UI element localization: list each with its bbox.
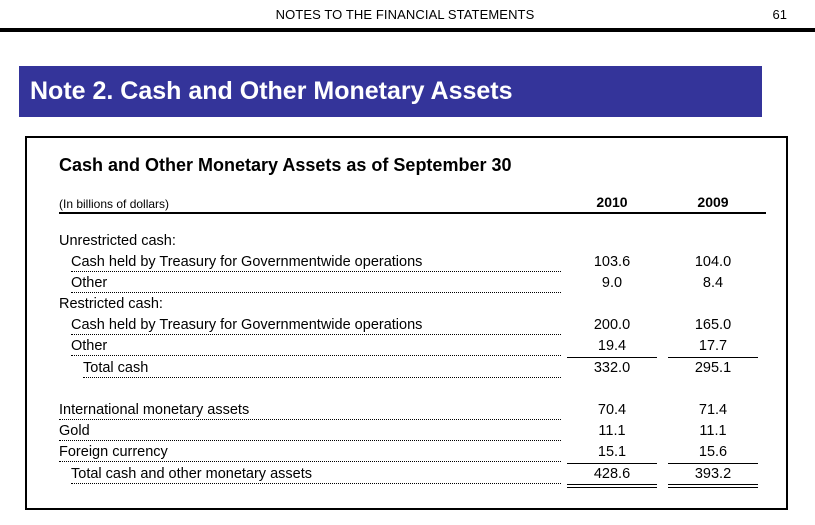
value-2010: 15.1 — [597, 444, 627, 460]
header-rule — [0, 28, 815, 32]
section-restricted-cash: Restricted cash: — [59, 296, 163, 312]
column-header-2010: 2010 — [596, 194, 628, 210]
value-2009: 104.0 — [694, 254, 732, 270]
row-label: Cash held by Treasury for Governmentwide… — [71, 254, 425, 270]
value-2009: 165.0 — [694, 317, 732, 333]
total-double-underline-2010 — [567, 484, 657, 488]
table-row: Other 19.4 17.7 — [27, 338, 790, 359]
table-row: Gold 11.1 11.1 — [27, 423, 790, 444]
leader-dots — [71, 317, 561, 335]
value-2010: 9.0 — [601, 275, 623, 291]
value-2009: 17.7 — [698, 338, 728, 354]
value-2009: 15.6 — [698, 444, 728, 460]
units-label: (In billions of dollars) — [59, 197, 170, 211]
row-label: International monetary assets — [59, 402, 252, 418]
leader-dots — [71, 254, 561, 272]
note-title: Note 2. Cash and Other Monetary Assets — [30, 77, 513, 105]
page-number: 61 — [772, 7, 787, 22]
value-2009: 71.4 — [698, 402, 728, 418]
value-2010: 103.6 — [593, 254, 631, 270]
table-row: Foreign currency 15.1 15.6 — [27, 444, 790, 465]
value-2010: 19.4 — [597, 338, 627, 354]
value-2010: 428.6 — [593, 466, 631, 482]
row-label: Gold — [59, 423, 92, 439]
leader-dots — [71, 338, 561, 356]
row-label: Cash held by Treasury for Governmentwide… — [71, 317, 425, 333]
subtotal-underline-2010 — [567, 357, 657, 358]
value-2009: 295.1 — [694, 360, 732, 376]
table-row: International monetary assets 70.4 71.4 — [27, 402, 790, 423]
table-row: Cash held by Treasury for Governmentwide… — [27, 317, 790, 338]
row-label: Foreign currency — [59, 444, 170, 460]
table-row: Other 9.0 8.4 — [27, 275, 790, 296]
subtotal-underline-2010 — [567, 463, 657, 464]
value-2010: 200.0 — [593, 317, 631, 333]
table-row: Cash held by Treasury for Governmentwide… — [27, 254, 790, 275]
header-underline — [59, 212, 766, 214]
subtotal-underline-2009 — [668, 463, 758, 464]
leader-dots — [71, 466, 561, 484]
leader-dots — [71, 275, 561, 293]
financial-table: Cash and Other Monetary Assets as of Sep… — [25, 136, 788, 510]
leader-dots — [83, 360, 561, 378]
table-title: Cash and Other Monetary Assets as of Sep… — [59, 155, 512, 175]
value-2009: 11.1 — [699, 423, 727, 439]
leader-dots — [59, 423, 561, 441]
running-header-title: NOTES TO THE FINANCIAL STATEMENTS — [275, 7, 535, 22]
row-label: Other — [71, 338, 110, 354]
column-header-2009: 2009 — [697, 194, 729, 210]
table-row: Total cash 332.0 295.1 — [27, 360, 790, 381]
subtotal-underline-2009 — [668, 357, 758, 358]
row-label: Other — [71, 275, 110, 291]
total-double-underline-2009 — [668, 484, 758, 488]
row-label: Total cash — [83, 360, 151, 376]
value-2010: 11.1 — [598, 423, 626, 439]
leader-dots — [59, 402, 561, 420]
value-2009: 8.4 — [702, 275, 724, 291]
table-row: Total cash and other monetary assets 428… — [27, 466, 790, 487]
value-2010: 332.0 — [593, 360, 631, 376]
value-2009: 393.2 — [694, 466, 732, 482]
page-header: NOTES TO THE FINANCIAL STATEMENTS 61 — [0, 0, 815, 32]
row-label: Total cash and other monetary assets — [71, 466, 314, 482]
section-unrestricted-cash: Unrestricted cash: — [59, 233, 176, 249]
note-banner: Note 2. Cash and Other Monetary Assets — [19, 66, 762, 117]
value-2010: 70.4 — [597, 402, 627, 418]
leader-dots — [59, 444, 561, 462]
